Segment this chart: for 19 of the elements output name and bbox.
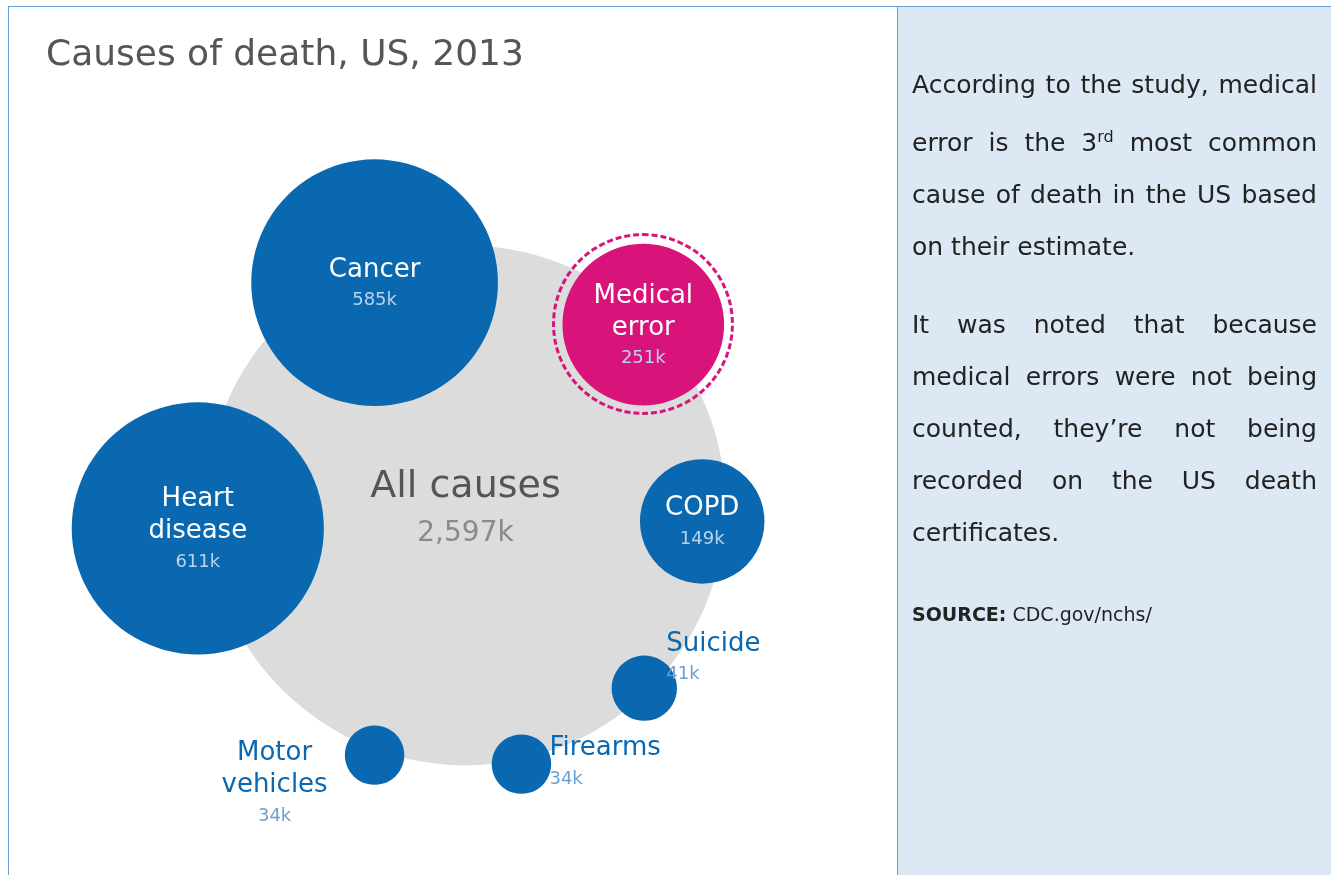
category-label: COPD [665,491,740,522]
data-label: 585k [352,288,398,310]
category-label: Firearms [549,731,661,762]
category-label: Motor vehicles [221,736,328,799]
category-label: Cancer [328,252,421,283]
data-label: 2,597k [417,514,515,548]
source-note: SOURCE: CDC.gov/nchs/ [912,602,1153,628]
category-label: Suicide [666,626,761,657]
category-label: All causes [370,462,561,507]
text: It was noted that because medical errors were not being counted, they’re not being recorded on the US death certificates. [912,309,1317,550]
category-label: Medical error [593,278,694,341]
data-label: 251k [620,346,667,368]
category-label: Heart disease [148,482,248,545]
text: According to the study, medical error is the 3$^{rd}$ most common cause of death in the US based on their estimate. [912,69,1317,264]
data-label: 34k [257,803,292,825]
data-label: 34k [549,766,584,788]
data-label: 149k [679,526,726,548]
text: Causes of death, US, 2013 [46,31,524,73]
data-label: 611k [175,549,221,571]
